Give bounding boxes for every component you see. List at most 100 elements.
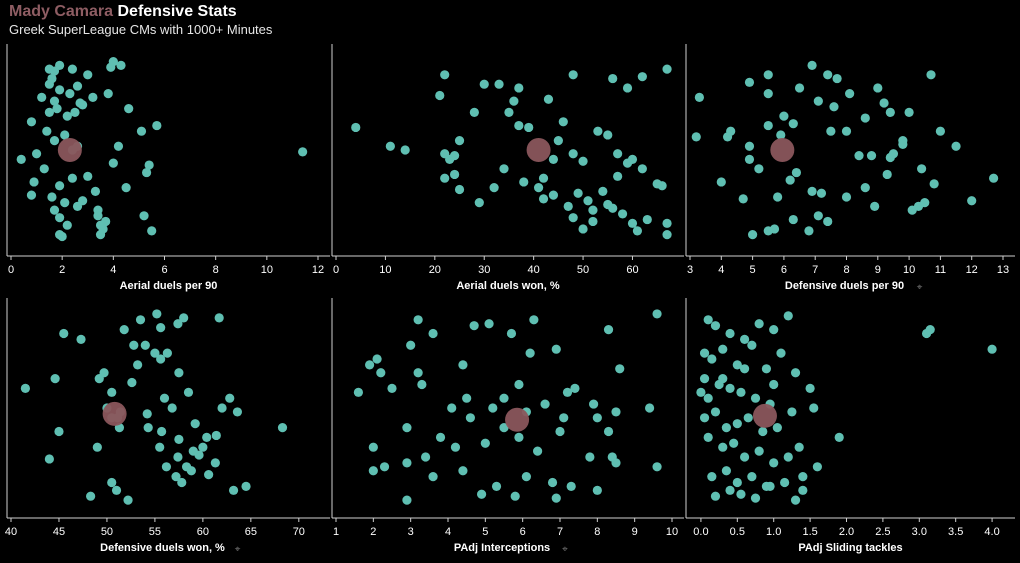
data-point — [44, 107, 54, 117]
data-point — [113, 141, 124, 151]
data-point — [807, 186, 817, 196]
pin-icon: ⌖ — [235, 544, 241, 555]
data-point — [458, 466, 468, 476]
data-point — [951, 141, 961, 151]
x-tick-label: 2.5 — [875, 526, 890, 538]
data-point — [935, 126, 946, 136]
data-point — [592, 485, 602, 495]
x-tick-label: 10 — [666, 526, 678, 538]
x-axis-label: Aerial duels won, % — [456, 280, 560, 292]
data-point — [725, 485, 735, 495]
data-point — [652, 309, 662, 319]
data-point — [829, 102, 839, 112]
data-point — [55, 85, 65, 95]
x-tick-label: 4 — [445, 526, 451, 538]
data-point — [499, 393, 509, 403]
data-point — [499, 164, 509, 174]
data-point — [744, 154, 755, 164]
data-point — [703, 315, 713, 325]
data-point — [141, 167, 152, 178]
data-point — [573, 188, 583, 198]
data-point — [421, 452, 431, 462]
data-point — [514, 120, 524, 131]
data-point — [637, 72, 647, 82]
x-axis-label: Defensive duels won, % — [100, 542, 225, 554]
data-point — [351, 122, 361, 133]
data-point — [710, 491, 721, 501]
data-point — [738, 194, 748, 204]
data-point — [699, 413, 710, 423]
data-point — [533, 183, 544, 193]
data-point — [805, 383, 815, 393]
data-point — [699, 348, 710, 358]
data-point — [83, 70, 93, 80]
data-point — [642, 214, 652, 225]
data-point — [353, 387, 363, 397]
data-point — [888, 149, 899, 159]
data-point — [566, 481, 576, 491]
x-tick-label: 4 — [110, 264, 116, 276]
data-point — [763, 120, 773, 131]
data-point — [183, 387, 194, 397]
data-point — [773, 192, 783, 202]
data-point — [450, 442, 461, 452]
data-point — [150, 348, 160, 358]
x-tick-label: 12 — [966, 264, 978, 276]
data-point — [413, 315, 423, 325]
data-point — [454, 136, 465, 146]
data-point — [103, 89, 113, 99]
data-point — [484, 319, 494, 329]
data-point — [543, 94, 554, 104]
data-point — [107, 477, 117, 488]
data-point — [703, 432, 713, 442]
data-point — [524, 122, 534, 133]
data-point — [142, 409, 152, 419]
data-point — [722, 132, 733, 142]
data-point — [627, 154, 638, 164]
data-point — [54, 426, 64, 437]
data-point — [813, 211, 823, 221]
data-point — [72, 81, 83, 91]
data-point — [159, 393, 170, 403]
data-point — [860, 183, 870, 193]
data-point — [794, 83, 805, 93]
x-tick-label: 3.5 — [948, 526, 963, 538]
data-point — [748, 230, 758, 240]
data-point — [413, 368, 423, 378]
data-point — [804, 226, 814, 236]
data-point — [548, 154, 559, 164]
highlighted-player-point — [505, 407, 530, 432]
data-point — [710, 321, 721, 331]
data-point — [611, 407, 621, 417]
x-tick-label: 1 — [333, 526, 339, 538]
data-point — [662, 218, 672, 228]
data-point — [99, 368, 109, 378]
data-point — [823, 70, 833, 80]
data-point — [39, 164, 49, 174]
data-point — [725, 383, 735, 393]
data-point — [406, 340, 416, 350]
data-point — [86, 491, 96, 501]
x-axis-label: Defensive duels per 90 — [785, 280, 904, 292]
data-point — [615, 364, 625, 374]
data-point — [563, 201, 573, 211]
data-point — [161, 462, 172, 472]
data-point — [188, 446, 198, 456]
data-point — [739, 334, 750, 344]
data-point — [440, 173, 450, 183]
x-tick-label: 10 — [903, 264, 915, 276]
data-point — [477, 489, 487, 499]
data-point — [547, 477, 558, 488]
data-point — [173, 452, 183, 462]
data-point — [834, 432, 844, 442]
x-tick-label: 40 — [5, 526, 17, 538]
x-tick-label: 20 — [429, 264, 441, 276]
data-point — [703, 393, 713, 403]
data-point — [55, 213, 65, 223]
data-point — [504, 107, 514, 117]
pin-icon: ⌖ — [917, 282, 923, 293]
data-point — [716, 177, 726, 187]
data-point — [758, 426, 768, 437]
data-point — [204, 470, 214, 480]
